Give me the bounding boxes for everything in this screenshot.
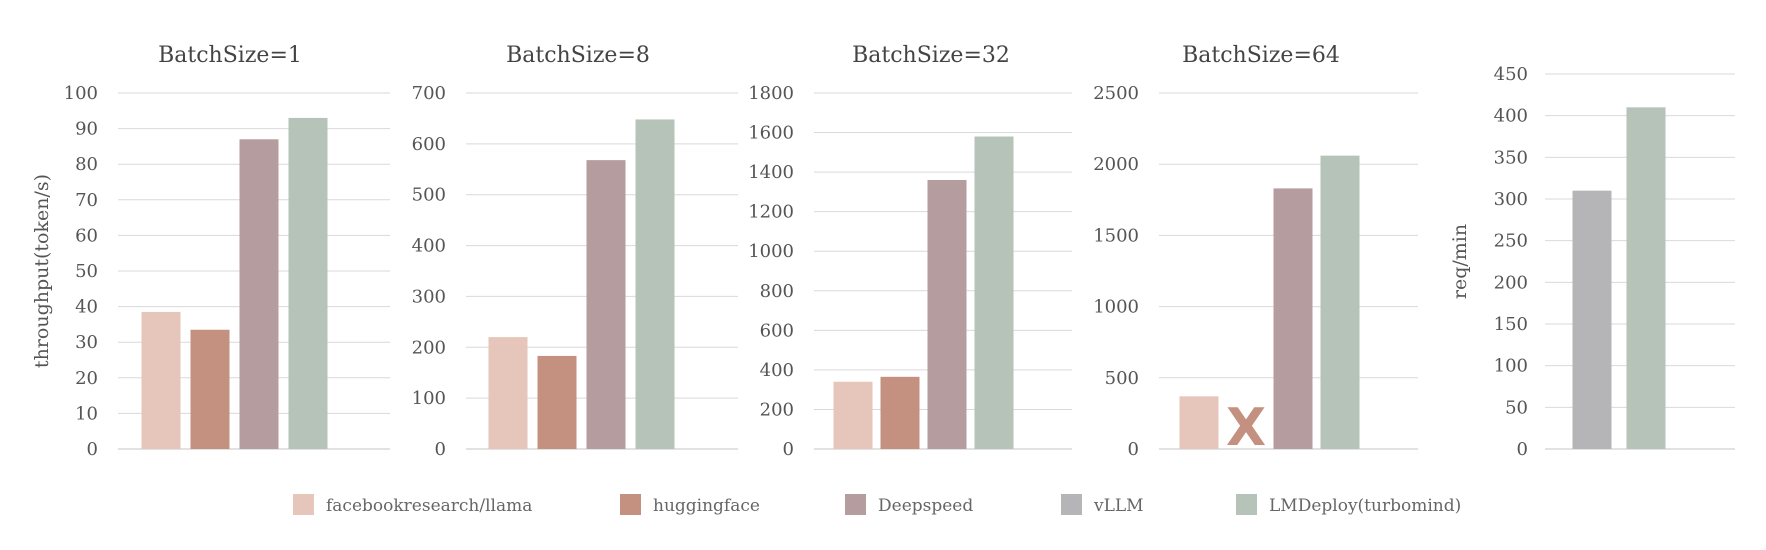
- unavailable-mark: X: [1226, 398, 1266, 458]
- y-tick-label: 60: [75, 225, 98, 246]
- y-tick-label: 500: [412, 185, 446, 206]
- y-tick-label: 30: [75, 332, 98, 353]
- y-tick-label: 40: [75, 297, 98, 318]
- y-tick-label: 10: [75, 403, 98, 424]
- legend-label: Deepspeed: [878, 496, 973, 516]
- y-tick-label: 1400: [748, 162, 794, 183]
- chart-panel-2: 0 100 200 300 400 500 600 700 BatchSize=8: [412, 43, 738, 460]
- y-tick-label: 50: [1505, 397, 1528, 418]
- bar-vllm: [1572, 190, 1612, 449]
- y-tick-label: 1800: [748, 83, 794, 104]
- y-tick-label: 1500: [1093, 225, 1139, 246]
- y-tick-label: 300: [1494, 189, 1528, 210]
- legend-label: vLLM: [1093, 496, 1144, 516]
- y-tick-label: 250: [1494, 231, 1528, 252]
- legend-item: LMDeploy(turbomind): [1236, 494, 1461, 516]
- y-tick-label: 200: [412, 337, 446, 358]
- bar-deepspeed: [1273, 188, 1313, 449]
- y-tick-label: 400: [412, 236, 446, 257]
- y-tick-label: 50: [75, 261, 98, 282]
- legend-item: vLLM: [1061, 494, 1144, 516]
- legend-item: huggingface: [620, 494, 760, 516]
- y-tick-label: 1600: [748, 123, 794, 144]
- y-tick-label: 0: [435, 439, 446, 460]
- chart-panel-3: 0 200 400 600 800 1000 1200 1400 1600 1800 BatchSi…: [748, 43, 1072, 460]
- chart-panel-5: 0 50 100 150 200 250 300 350 400 450 req/min: [1449, 64, 1735, 460]
- y-tick-label: 2500: [1093, 83, 1139, 104]
- y-tick-label: 1200: [748, 202, 794, 223]
- y-tick-label: 700: [412, 83, 446, 104]
- bar-huggingface: [190, 329, 230, 449]
- y-tick-label: 350: [1494, 147, 1528, 168]
- bar-huggingface: [880, 376, 920, 449]
- y-tick-label: 70: [75, 190, 98, 211]
- bar-facebookresearch-llama: [488, 337, 528, 449]
- chart-panel-1: 0 10 20 30 40 50 60 70 80 90 100 BatchSize=1 through…: [31, 43, 390, 460]
- legend-swatch: [620, 494, 641, 515]
- bar-lmdeploy-turbomind-: [974, 136, 1014, 449]
- legend-label: LMDeploy(turbomind): [1269, 496, 1461, 516]
- chart-title: BatchSize=1: [158, 43, 302, 68]
- y-tick-label: 600: [760, 320, 794, 341]
- y-tick-label: 0: [783, 439, 794, 460]
- y-tick-label: 0: [1517, 439, 1528, 460]
- legend-item: facebookresearch/llama: [293, 494, 532, 516]
- bar-deepspeed: [927, 180, 967, 449]
- y-tick-label: 800: [760, 281, 794, 302]
- legend-swatch: [1236, 494, 1257, 515]
- y-tick-label: 150: [1494, 314, 1528, 335]
- y-tick-label: 200: [1494, 272, 1528, 293]
- bar-huggingface: [537, 355, 577, 449]
- y-tick-label: 450: [1494, 64, 1528, 85]
- legend-swatch: [1061, 494, 1082, 515]
- y-tick-label: 1000: [748, 241, 794, 262]
- y-tick-label: 100: [64, 83, 98, 104]
- legend-swatch: [845, 494, 866, 515]
- y-tick-label: 500: [1105, 368, 1139, 389]
- y-tick-label: 90: [75, 119, 98, 140]
- y-tick-label: 1000: [1093, 297, 1139, 318]
- y-axis-title: throughput(token/s): [31, 174, 53, 368]
- y-tick-label: 400: [1494, 106, 1528, 127]
- chart-title: BatchSize=64: [1182, 43, 1340, 68]
- y-tick-label: 600: [412, 134, 446, 155]
- legend-swatch: [293, 494, 314, 515]
- y-tick-label: 100: [412, 388, 446, 409]
- y-tick-label: 20: [75, 368, 98, 389]
- bar-lmdeploy-turbomind-: [1320, 155, 1360, 449]
- bar-facebookresearch-llama: [833, 381, 873, 449]
- bar-deepspeed: [239, 139, 279, 449]
- legend: facebookresearch/llama huggingface Deepspe…: [293, 494, 1461, 516]
- bar-deepspeed: [586, 160, 626, 450]
- y-tick-label: 100: [1494, 356, 1528, 377]
- legend-item: Deepspeed: [845, 494, 973, 516]
- y-tick-label: 0: [87, 439, 98, 460]
- y-tick-label: 80: [75, 154, 98, 175]
- chart-panels: 0 10 20 30 40 50 60 70 80 90 100 BatchSize=1 through…: [31, 43, 1735, 460]
- y-axis-title: req/min: [1449, 224, 1471, 299]
- y-tick-label: 0: [1128, 439, 1139, 460]
- chart-panel-4: 0 500 1000 1500 2000 2500 BatchSize=64 X: [1093, 43, 1418, 460]
- chart-title: BatchSize=32: [852, 43, 1010, 68]
- bar-facebookresearch-llama: [141, 311, 181, 449]
- bar-lmdeploy-turbomind-: [1626, 107, 1666, 449]
- y-tick-label: 400: [760, 360, 794, 381]
- legend-label: huggingface: [653, 496, 760, 516]
- chart-title: BatchSize=8: [506, 43, 650, 68]
- y-tick-label: 200: [760, 399, 794, 420]
- bar-lmdeploy-turbomind-: [635, 119, 675, 450]
- legend-label: facebookresearch/llama: [326, 496, 532, 516]
- y-tick-label: 300: [412, 286, 446, 307]
- bar-lmdeploy-turbomind-: [288, 117, 328, 450]
- y-tick-label: 2000: [1093, 154, 1139, 175]
- bar-facebookresearch-llama: [1179, 396, 1219, 449]
